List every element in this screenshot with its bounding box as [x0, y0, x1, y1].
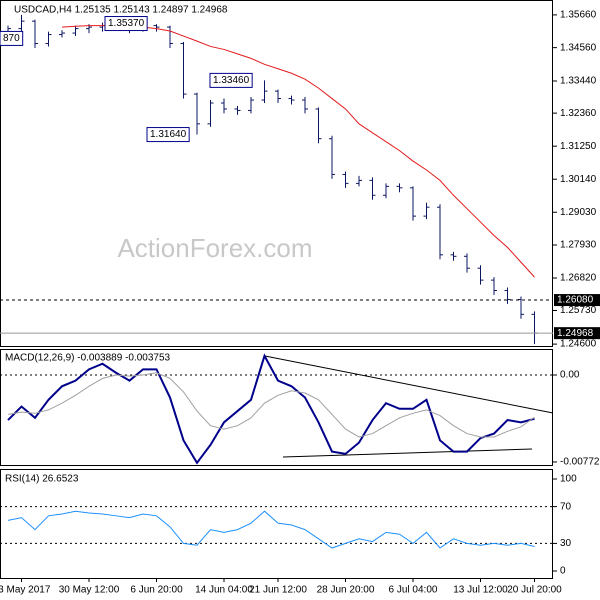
annotation-box [104, 16, 148, 32]
y-tick-label: 100 [560, 474, 577, 485]
last-price-label: 1.24968 [557, 328, 594, 339]
line-series [7, 353, 535, 465]
y-tick-label: 1.29030 [560, 207, 597, 218]
chart-title: USDCAD,H4 1.25135 1.25143 1.24897 1.2496… [14, 5, 228, 16]
y-tick-label: 1.24600 [560, 339, 597, 350]
annotation-box [0, 30, 24, 46]
y-tick-label: 1.35660 [560, 10, 597, 21]
y-tick-label: 0 [560, 566, 566, 577]
trendline [264, 355, 554, 414]
x-tick-label: 14 Jun 04:00 [195, 585, 253, 596]
x-tick-label: 13 Jul 12:00 [453, 585, 508, 596]
x-tick-label: 21 Jun 12:00 [249, 585, 307, 596]
annotation-box [209, 72, 253, 88]
x-tick-label: 30 May 12:00 [59, 585, 120, 596]
y-tick-label: 1.33440 [560, 76, 597, 87]
price-frame [0, 0, 553, 347]
annotation-label: 1.33460 [213, 75, 250, 86]
y-tick-label: 1.31250 [560, 141, 597, 152]
panel-title: MACD(12,26,9) -0.003889 -0.003753 [5, 353, 171, 364]
y-tick-label: 1.25730 [560, 305, 597, 316]
y-tick-label: 70 [560, 501, 572, 512]
y-tick-label: 1.34560 [560, 42, 597, 53]
x-tick-label: 23 May 2017 [0, 585, 51, 596]
panel-title: RSI(14) 26.6523 [5, 474, 79, 485]
frames [0, 0, 553, 579]
y-tick-label: 1.27930 [560, 240, 597, 251]
level-box [554, 294, 600, 307]
annotation-label: 1.31640 [150, 129, 187, 140]
last-price-box [554, 327, 600, 340]
annotation-label: 1.35370 [108, 18, 145, 29]
x-tick-label: 20 Jul 20:00 [507, 585, 562, 596]
y-tick-label: 1.32360 [560, 108, 597, 119]
y-tick-label: 0.00 [560, 370, 580, 381]
rsi-frame [0, 469, 553, 579]
x-tick-label: 6 Jun 20:00 [130, 585, 183, 596]
level-label: 1.26080 [557, 295, 594, 306]
line-series [7, 372, 535, 438]
trendline [282, 448, 533, 458]
macd-frame [0, 349, 553, 466]
y-tick-label: 30 [560, 538, 572, 549]
watermark: ActionForex.com [117, 233, 312, 263]
annotation-box [146, 127, 190, 143]
line-series [7, 510, 535, 549]
y-tick-label: -0.00772 [560, 457, 600, 468]
annotation-label: 870 [3, 33, 20, 44]
y-tick-label: 1.30140 [560, 174, 597, 185]
x-tick-label: 28 Jun 20:00 [317, 585, 375, 596]
x-tick-label: 6 Jul 04:00 [389, 585, 438, 596]
y-tick-label: 1.26820 [560, 273, 597, 284]
